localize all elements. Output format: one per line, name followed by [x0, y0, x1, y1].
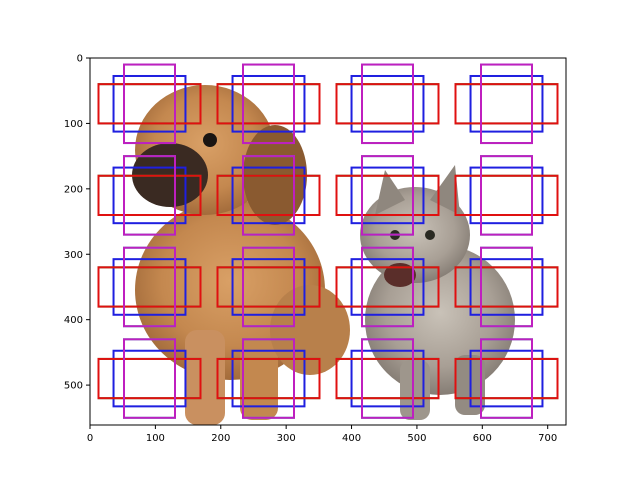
x-axis-ticks: 0 100 200 300 400 500 600 700 [87, 425, 557, 444]
anchor-box [123, 63, 176, 145]
anchor-box [454, 266, 559, 308]
x-tick-label: 500 [407, 433, 426, 444]
anchor-box [231, 74, 306, 133]
anchor-box [361, 155, 414, 236]
anchor-box [454, 357, 559, 400]
y-tick-label: 200 [64, 184, 83, 195]
anchor-box [242, 63, 295, 145]
y-tick-label: 500 [64, 381, 83, 392]
axes-frame [89, 57, 567, 426]
anchor-box [335, 83, 440, 125]
anchor-box [216, 266, 321, 308]
anchor-box [112, 349, 187, 408]
anchor-box [454, 174, 559, 217]
anchor-box [231, 166, 306, 225]
anchor-box [480, 155, 533, 236]
x-tick-label: 600 [473, 433, 492, 444]
anchor-box [350, 349, 425, 408]
anchor-box [97, 266, 202, 308]
anchor-box [242, 155, 295, 236]
x-tick-label: 0 [87, 433, 93, 444]
anchor-box [350, 258, 425, 316]
anchor-box [469, 349, 544, 408]
anchor-box [123, 338, 176, 419]
anchor-box [469, 166, 544, 225]
anchor-box [335, 266, 440, 308]
anchor-box [469, 74, 544, 133]
anchor-box [97, 357, 202, 400]
anchor-box [112, 258, 187, 316]
y-tick-label: 300 [64, 250, 83, 261]
anchor-box [335, 357, 440, 400]
anchor-box [242, 246, 295, 328]
x-tick-label: 400 [342, 433, 361, 444]
y-axis-ticks: 0 100 200 300 400 500 [64, 54, 90, 392]
anchor-box [350, 166, 425, 225]
anchor-box [216, 357, 321, 400]
anchor-boxes [97, 63, 559, 419]
anchor-box [361, 63, 414, 145]
anchor-box [123, 246, 176, 328]
anchor-box [231, 349, 306, 408]
anchor-box [469, 258, 544, 316]
anchor-box [97, 83, 202, 125]
x-tick-label: 700 [538, 433, 557, 444]
anchor-box [216, 174, 321, 217]
anchor-box [480, 246, 533, 328]
anchor-box [231, 258, 306, 316]
anchor-box [361, 246, 414, 328]
anchor-box [361, 338, 414, 419]
anchor-box [335, 174, 440, 217]
x-tick-label: 200 [211, 433, 230, 444]
anchor-box [216, 83, 321, 125]
x-tick-label: 300 [277, 433, 296, 444]
anchor-box [112, 74, 187, 133]
y-tick-label: 0 [77, 54, 83, 65]
puppy-and-kitten-photo [90, 58, 566, 425]
anchor-box [97, 174, 202, 217]
anchor-box [123, 155, 176, 236]
anchor-box [454, 83, 559, 125]
x-tick-label: 100 [146, 433, 165, 444]
y-tick-label: 100 [64, 119, 83, 130]
anchor-box [480, 338, 533, 419]
anchor-box [480, 63, 533, 145]
anchor-box [242, 338, 295, 419]
anchor-box [350, 74, 425, 133]
anchor-box [112, 166, 187, 225]
y-tick-label: 400 [64, 315, 83, 326]
